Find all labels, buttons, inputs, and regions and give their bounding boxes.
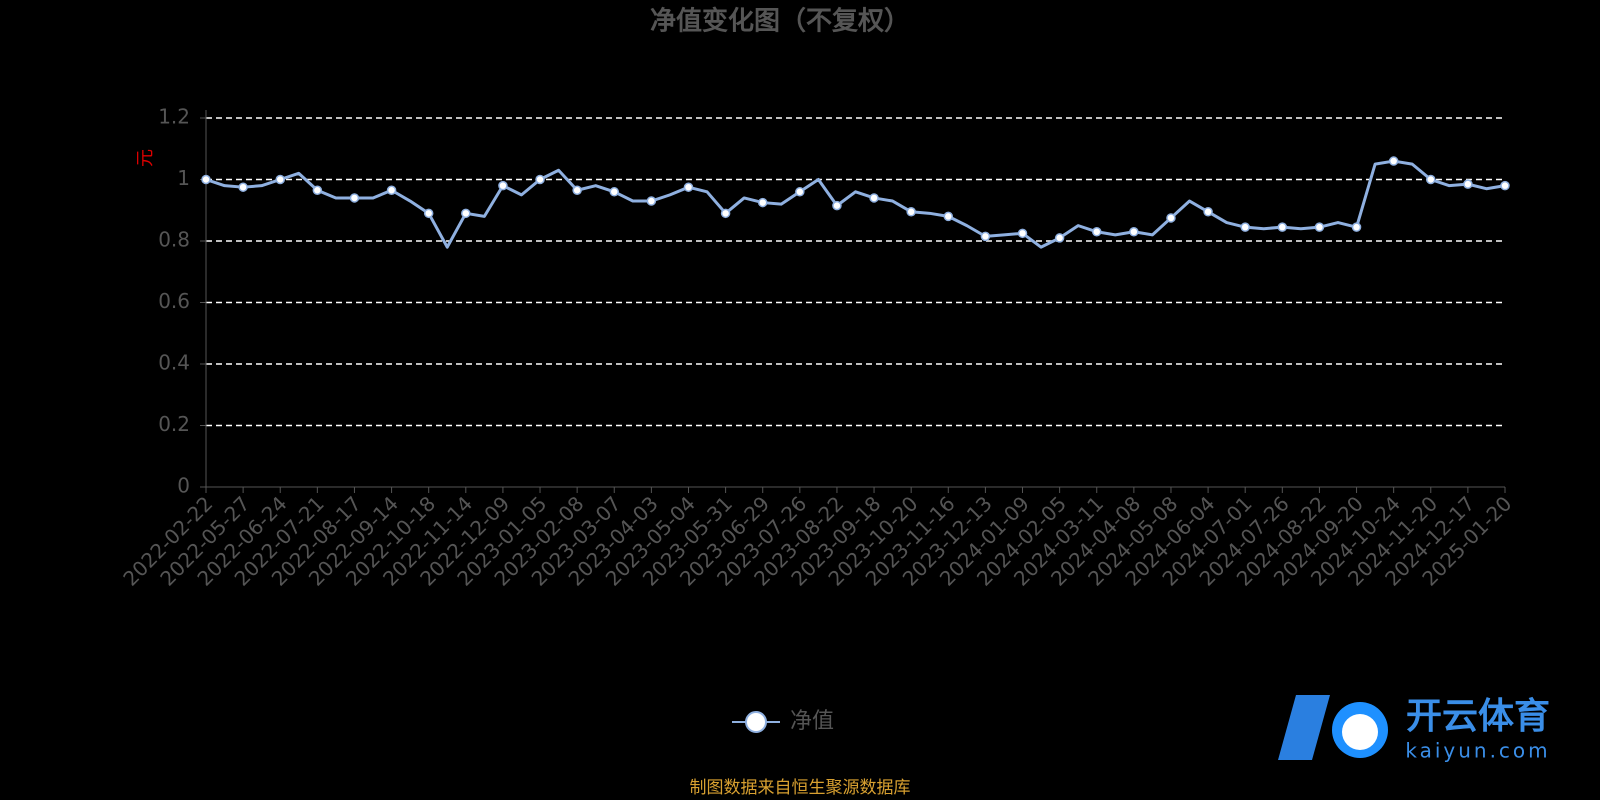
point xyxy=(683,182,694,192)
point xyxy=(1277,222,1288,232)
point xyxy=(1426,174,1436,185)
point xyxy=(1017,228,1028,239)
watermark-url: kaiyun.com xyxy=(1405,739,1550,763)
point xyxy=(1203,207,1213,217)
y-tick-label: 1 xyxy=(177,166,190,190)
point xyxy=(238,182,248,192)
point xyxy=(423,208,434,219)
point xyxy=(1351,222,1362,232)
point xyxy=(646,196,657,206)
series-line xyxy=(205,159,1506,249)
point xyxy=(572,185,582,196)
point xyxy=(535,174,545,185)
point xyxy=(201,174,211,185)
point xyxy=(461,208,471,219)
point xyxy=(275,174,285,185)
point xyxy=(1091,227,1102,237)
point xyxy=(1129,227,1139,237)
point xyxy=(609,187,620,197)
legend-label: 净值 xyxy=(790,709,834,734)
logo-shape xyxy=(1278,695,1330,760)
point xyxy=(906,207,916,217)
y-tick-label: 0 xyxy=(177,474,190,498)
legend-marker xyxy=(745,711,767,733)
point xyxy=(980,231,991,242)
chart-title: 净值变化图（不复权） xyxy=(650,6,910,37)
point xyxy=(795,187,805,197)
point xyxy=(312,185,323,196)
point xyxy=(386,185,397,196)
watermark: 开云体育 kaiyun.com xyxy=(1278,695,1550,763)
point xyxy=(869,193,879,203)
y-tick-label: 0.2 xyxy=(158,412,190,436)
point xyxy=(832,200,842,211)
point xyxy=(1500,180,1510,191)
point xyxy=(498,180,508,191)
y-tick-label: 0.8 xyxy=(158,228,190,252)
point xyxy=(1463,179,1473,189)
logo-ball-inner xyxy=(1342,714,1378,750)
watermark-brand: 开云体育 xyxy=(1406,696,1550,737)
y-axis-title: 元 xyxy=(135,149,156,167)
point xyxy=(1314,222,1325,232)
point xyxy=(757,197,768,208)
y-tick-label: 1.2 xyxy=(158,105,190,129)
point xyxy=(720,208,731,219)
point xyxy=(1388,156,1399,166)
point xyxy=(349,193,360,203)
y-tick-label: 0.6 xyxy=(158,289,190,313)
y-tick-label: 0.4 xyxy=(158,351,190,375)
point xyxy=(1166,213,1176,223)
point xyxy=(1054,233,1065,243)
source-note: 制图数据来自恒生聚源数据库 xyxy=(690,778,911,798)
point xyxy=(943,211,954,222)
point xyxy=(1240,222,1250,232)
